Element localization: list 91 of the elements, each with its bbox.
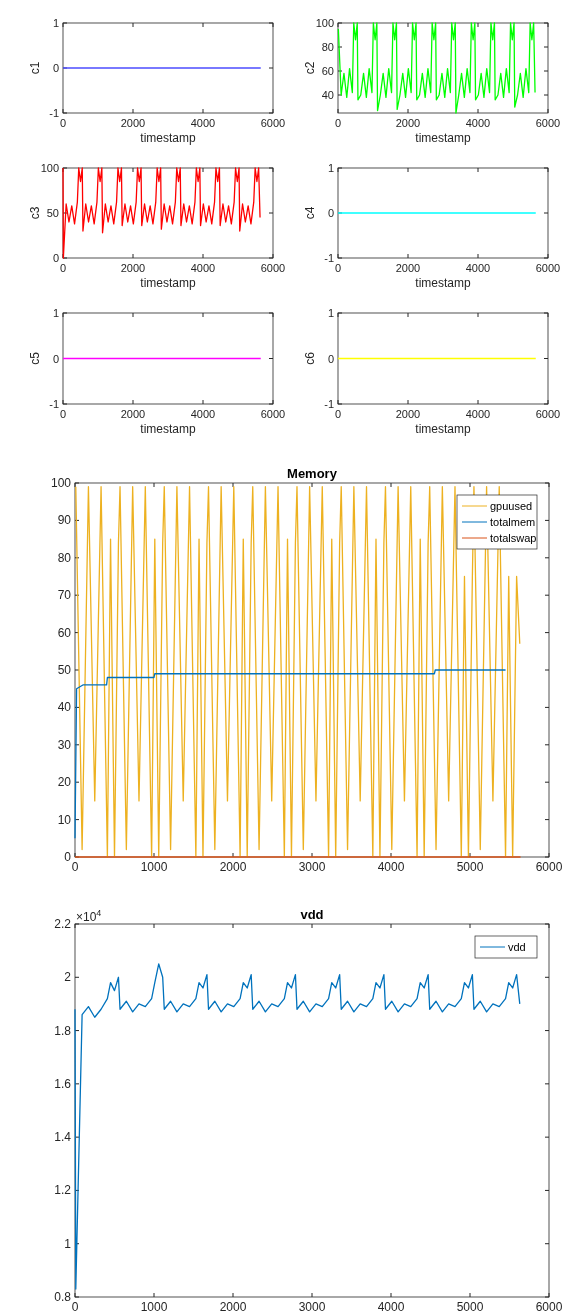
x-tick-label: 5000 <box>456 1300 484 1314</box>
x-tick-label: 6000 <box>260 262 286 274</box>
legend-label: vdd <box>508 941 526 953</box>
y-tick-label: 20 <box>57 775 72 790</box>
x-tick-label: 4000 <box>190 117 216 129</box>
x-tick-label: 6000 <box>535 860 563 874</box>
y-tick-label: -1 <box>324 398 334 410</box>
y-tick-label: 0 <box>52 252 59 264</box>
y-axis-title: c6 <box>303 351 317 365</box>
x-tick-label: 6000 <box>535 117 561 129</box>
x-axis-title: timestamp <box>140 131 196 145</box>
y-tick-label: -1 <box>49 398 59 410</box>
x-tick-label: 3000 <box>298 1300 326 1314</box>
y-tick-label: 0 <box>52 352 59 365</box>
x-tick-label: 2000 <box>120 262 146 274</box>
y-tick-label: 80 <box>321 41 334 53</box>
y-tick-label: 1 <box>327 162 334 174</box>
y-axis-title: c1 <box>28 61 42 75</box>
line-series <box>74 669 507 839</box>
x-tick-label: 4000 <box>465 262 491 274</box>
x-tick-label: 5000 <box>456 860 484 874</box>
y-axis-title: c3 <box>28 206 42 220</box>
x-axis-title: timestamp <box>415 276 471 290</box>
y-tick-label: 90 <box>57 513 72 528</box>
y-tick-label: 1.2 <box>54 1183 72 1198</box>
legend-label: gpuused <box>490 500 533 512</box>
line-series <box>74 963 521 1290</box>
y-tick-label: -1 <box>49 107 59 119</box>
line-series <box>62 167 261 259</box>
y-tick-label: 0 <box>327 207 334 219</box>
y-tick-label: 100 <box>50 476 72 490</box>
y-tick-label: 70 <box>57 588 72 603</box>
x-axis-title: timestamp <box>415 422 471 436</box>
x-tick-label: 2000 <box>219 1300 247 1314</box>
x-tick-label: 1000 <box>140 860 168 874</box>
x-tick-label: 2000 <box>395 408 421 420</box>
x-tick-label: 2000 <box>120 408 146 420</box>
x-tick-label: 2000 <box>395 262 421 274</box>
y-tick-label: 1.6 <box>54 1076 72 1091</box>
y-tick-label: 1 <box>327 307 334 319</box>
x-tick-label: 6000 <box>260 408 286 420</box>
y-tick-label: 50 <box>57 663 72 677</box>
x-tick-label: 6000 <box>535 1300 563 1314</box>
y-tick-label: 1 <box>52 307 59 319</box>
y-tick-label: -1 <box>324 252 334 264</box>
y-tick-label: 0.8 <box>54 1290 72 1304</box>
x-tick-label: 3000 <box>298 860 326 874</box>
x-tick-label: 2000 <box>395 117 421 129</box>
x-tick-label: 6000 <box>260 117 286 129</box>
x-tick-label: 1000 <box>140 1300 168 1314</box>
text: ×10$^{4}$ <box>76 908 102 924</box>
y-tick-label: 60 <box>321 65 334 77</box>
y-tick-label: 40 <box>321 89 334 101</box>
line-series <box>337 22 536 114</box>
x-axis-title: timestamp <box>140 422 196 436</box>
x-tick-label: 4000 <box>377 860 405 874</box>
y-tick-label: 60 <box>57 625 72 640</box>
y-tick-label: 1.4 <box>54 1130 72 1145</box>
y-tick-label: 0 <box>52 62 59 74</box>
x-tick-label: 4000 <box>465 117 491 129</box>
y-tick-label: 0 <box>327 352 334 365</box>
y-tick-label: 100 <box>40 162 59 174</box>
x-tick-label: 2000 <box>219 860 247 874</box>
y-tick-label: 0 <box>64 850 72 864</box>
y-tick-label: 1.8 <box>54 1023 72 1038</box>
y-axis-title: c5 <box>28 351 42 365</box>
y-tick-label: 1 <box>52 17 59 29</box>
y-tick-label: 10 <box>57 812 72 827</box>
chart-title: Memory <box>287 466 338 481</box>
y-axis-title: c2 <box>303 61 317 75</box>
chart-title: vdd <box>300 907 324 922</box>
x-axis-title: timestamp <box>415 131 471 145</box>
y-tick-label: 2 <box>64 970 72 985</box>
x-tick-label: 4000 <box>190 408 216 420</box>
y-axis-title: c4 <box>303 206 317 220</box>
y-tick-label: 100 <box>315 17 334 29</box>
legend-label: totalmem <box>490 516 536 528</box>
x-tick-label: 6000 <box>535 408 561 420</box>
x-tick-label: 2000 <box>120 117 146 129</box>
y-tick-label: 50 <box>46 207 59 219</box>
y-tick-label: 1 <box>64 1236 72 1251</box>
x-tick-label: 6000 <box>535 262 561 274</box>
y-tick-label: 40 <box>57 700 72 715</box>
x-axis-title: timestamp <box>140 276 196 290</box>
legend-label: totalswap <box>490 532 537 544</box>
x-tick-label: 4000 <box>465 408 491 420</box>
x-tick-label: 4000 <box>377 1300 405 1314</box>
y-tick-label: 30 <box>57 737 72 752</box>
x-tick-label: 4000 <box>190 262 216 274</box>
y-tick-label: 80 <box>57 550 72 565</box>
y-tick-label: 2.2 <box>54 917 72 931</box>
